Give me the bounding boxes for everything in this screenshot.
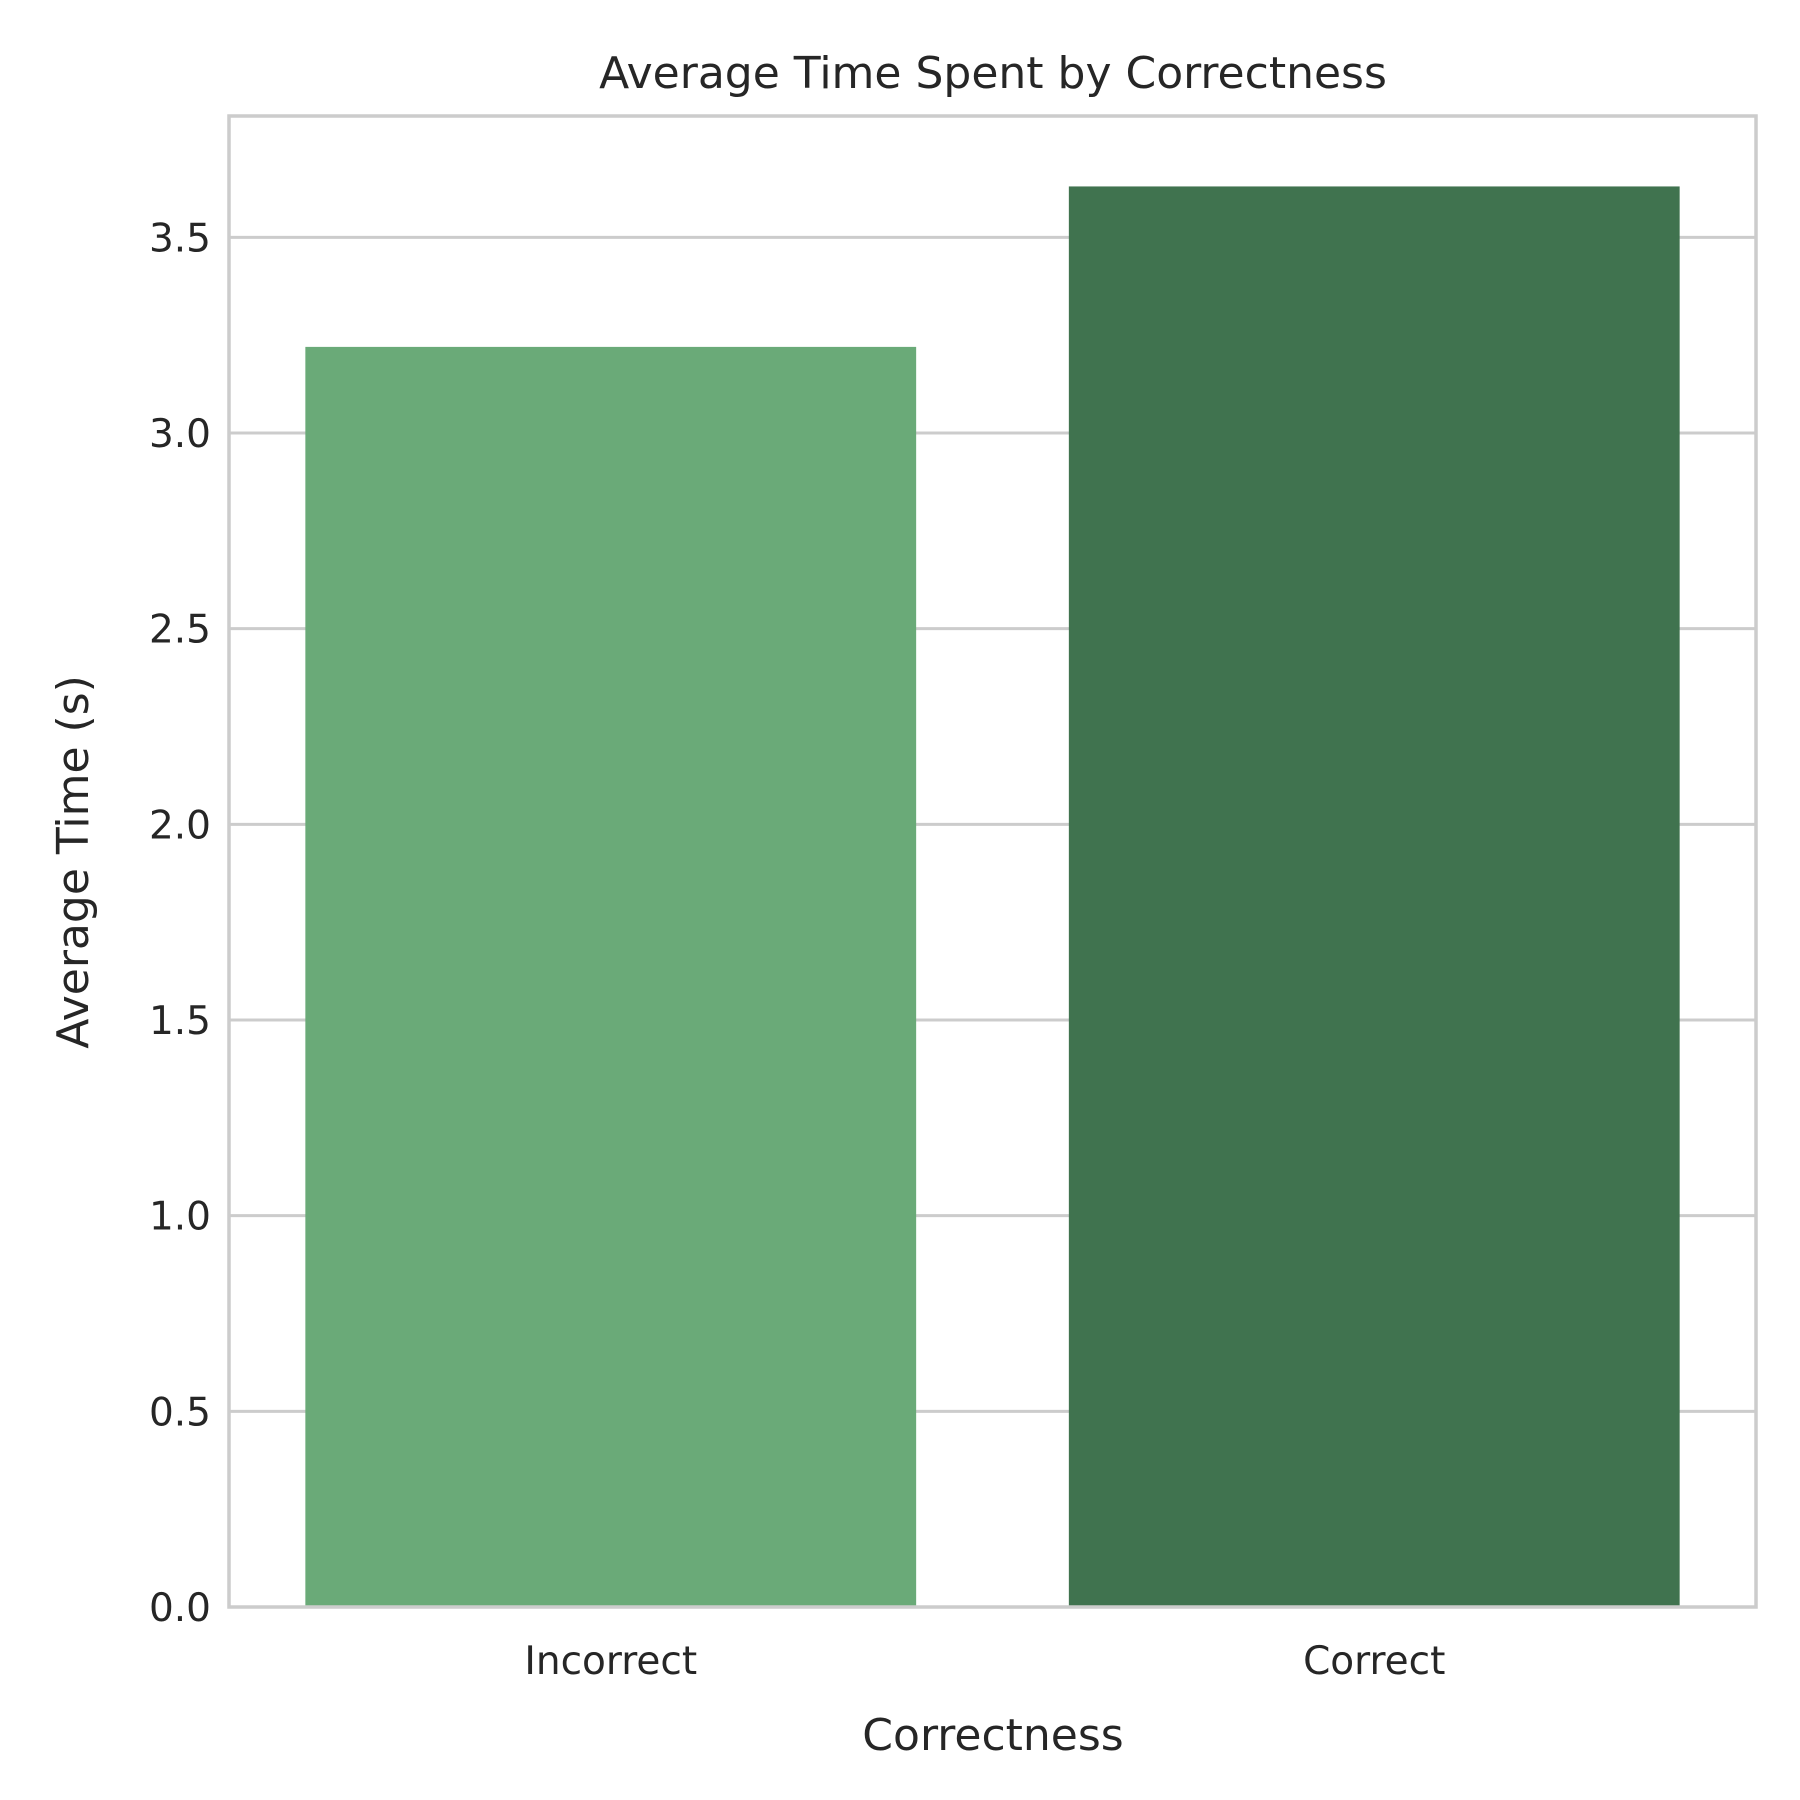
y-tick-label: 3.5 [149,216,211,261]
bar-correct [1068,186,1680,1608]
bars [305,186,1680,1608]
y-axis-label: Average Time (s) [48,675,99,1049]
y-tick-label: 2.0 [149,803,211,848]
plot-frame [227,114,1758,1609]
y-tick-label: 3.0 [149,412,211,457]
y-tick-label: 2.5 [149,608,211,653]
y-tick-label: 1.0 [149,1195,211,1240]
x-axis-label: Correctness [862,1710,1123,1761]
bar-incorrect [305,346,917,1607]
y-axis-ticks: 0.0 0.5 1.0 1.5 2.0 2.5 3.0 3.5 [149,216,211,1631]
chart-title: Average Time Spent by Correctness [599,48,1387,99]
y-tick-label: 0.0 [149,1586,211,1631]
x-axis-ticks: Incorrect Correct [524,1639,1445,1684]
y-tick-label: 0.5 [149,1390,211,1435]
x-tick-label: Correct [1303,1639,1445,1684]
y-tick-label: 1.5 [149,999,211,1044]
x-tick-label: Incorrect [524,1639,697,1684]
